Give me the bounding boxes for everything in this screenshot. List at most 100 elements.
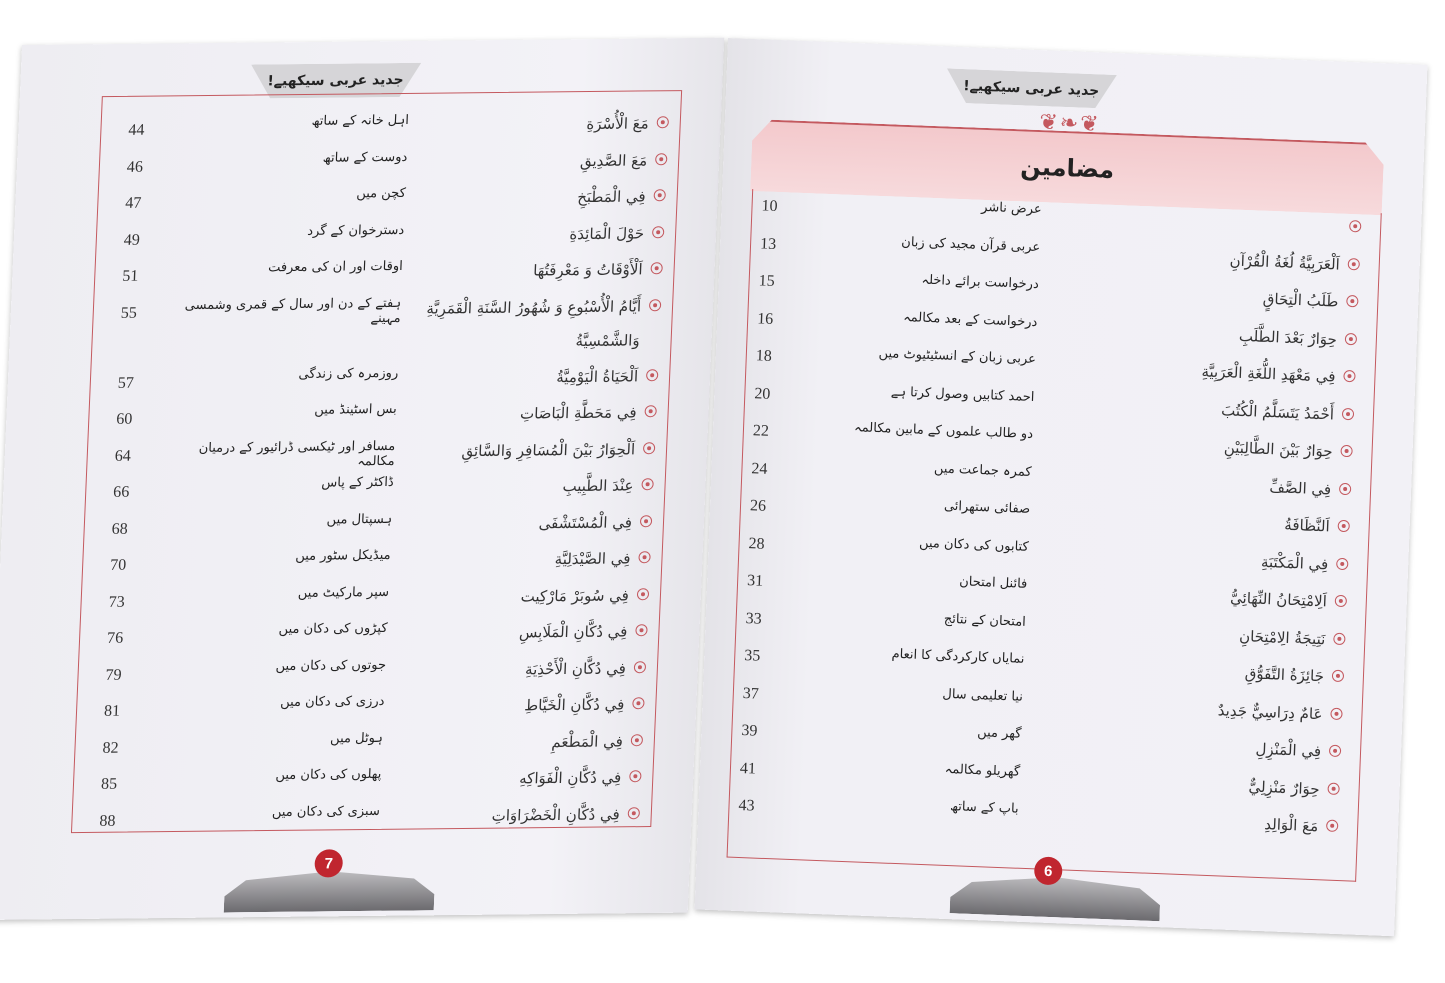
bullet-icon (653, 189, 666, 202)
bullet-icon (642, 441, 656, 454)
entry-urdu-title: کپڑوں کی دکان میں (278, 620, 388, 638)
entry-page-number: 66 (112, 483, 130, 501)
entry-page-number: 76 (106, 629, 124, 647)
toc-entry: 55 ہفتے کے دن اور سال کے قمری وشمسی مہینے… (119, 289, 662, 365)
toc-entry: 70 میڈیکل سٹور میں فِي الصَّيْدَلِيَّةِ (109, 541, 651, 583)
toc-entry: 64 مسافر اور ٹیکسی ڈرائیور کے درمیان مکال… (114, 432, 656, 474)
entry-arabic: فِي سُوبَرْ مَارْكِيت (388, 578, 650, 615)
toc-entry: 47 کچن میں فِي الْمَطْبَخِ (125, 179, 667, 221)
entry-page-number: 43 (738, 796, 755, 815)
entry-urdu-title: ڈاکٹر کے پاس (321, 474, 394, 491)
entry-page-number: 26 (749, 497, 767, 515)
entry-arabic-title: عِنْدَ الطَّبِيبِ (562, 476, 634, 496)
bullet-icon (629, 770, 642, 783)
entry-arabic: فِي دُكَّانِ الْفَوَاكِهِ (380, 760, 642, 797)
entry-page-number: 47 (125, 194, 142, 212)
entry-arabic-title: فِي دُكَّانِ الْأَحْذِيَةِ (524, 658, 627, 678)
bullet-icon (645, 368, 659, 381)
entry-page-number: 24 (751, 459, 768, 478)
bullet-icon (656, 116, 670, 129)
toc-entry: 88 سبزی کی دکان میں فِي دُكَّانِ الْخَضْرَ… (99, 797, 641, 839)
entry-arabic: حَوْلَ الْمَائِدَةِ (403, 216, 665, 253)
entry-arabic-title (1341, 210, 1342, 232)
entry-page-number: 70 (109, 556, 127, 574)
entry-page-number: 57 (117, 374, 135, 392)
entry-urdu-title: جوتوں کی دکان میں (275, 657, 387, 674)
entry-page-number: 68 (111, 520, 129, 538)
toc-entry: 51 اوقات اور ان کی معرفت اَلْأَوْقَاتُ وَ … (122, 252, 664, 294)
entry-arabic-title: فِي الْمَطْبَخِ (576, 187, 647, 207)
entry-urdu-title: ہفتے کے دن اور سال کے قمری وشمسی مہینے (184, 295, 402, 326)
entry-page-number: 39 (741, 722, 758, 740)
entry-page-number: 44 (128, 121, 145, 139)
bullet-icon (1337, 519, 1350, 533)
entry-page-number: 22 (752, 422, 770, 440)
entry-urdu-title: پھلوں کی دکان میں (275, 766, 382, 783)
entry-arabic: مَعَ الصَّدِيقِ (406, 143, 668, 180)
toc-entry: 73 سپر مارکیٹ میں فِي سُوبَرْ مَارْكِيت (108, 578, 650, 620)
entry-arabic-title: فِي مَحَطَّةِ الْبَاصَاتِ (519, 403, 638, 423)
entry-urdu-title: بس اسٹینڈ میں (314, 401, 398, 418)
entry-arabic-title: نَتِيجَةُ الِامْتِحَانِ (1238, 626, 1326, 648)
bullet-icon (627, 806, 641, 819)
entry-arabic-title: فِي الْمَكْتَبَةِ (1260, 552, 1329, 573)
header-ribbon: جدید عربی سیکھیے! (946, 68, 1117, 109)
toc-entry: 81 درزی کی دکان میں فِي دُكَّانِ الْخَيَّا… (103, 687, 645, 729)
entry-arabic-title: فِي الْمَنْزِلِ (1255, 739, 1322, 761)
entry-urdu-title: سپر مارکیٹ میں (297, 584, 390, 601)
toc-entry: 79 جوتوں کی دکان میں فِي دُكَّانِ الْأَحْذ… (105, 651, 647, 693)
toc-entry: 82 ہوٹل میں فِي الْمَطْعَمِ (102, 724, 644, 766)
bullet-icon (1325, 819, 1339, 833)
entry-arabic-title: اَلْأَوْقَاتُ وَ مَعْرِفَتُهَا (532, 260, 644, 280)
entry-arabic-title: فِي الصَّفِّ (1269, 477, 1332, 498)
entry-arabic: اَلْحَيَاةُ الْيَوْمِيَّةُ (397, 359, 659, 396)
entry-arabic-title: مَعَ الْأُسْرَةِ (586, 114, 650, 134)
entry-page-number: 81 (103, 702, 121, 720)
entry-arabic-title: فِي الْمُسْتَشْفَى (538, 512, 633, 532)
entry-urdu-title: میڈیکل سٹور میں (295, 547, 391, 564)
entry-page-number: 51 (121, 267, 139, 285)
entry-arabic-title: اَلْحَيَاةُ الْيَوْمِيَّةُ (555, 366, 639, 386)
entry-urdu-title: روزمرہ کی زندگی (298, 365, 399, 382)
entry-urdu-title: دسترخوان کے گرد (306, 222, 405, 239)
entry-page-number: 60 (115, 410, 133, 428)
entry-page-number: 33 (745, 609, 763, 628)
bullet-icon (1327, 782, 1340, 795)
toc-entry: 57 روزمرہ کی زندگی اَلْحَيَاةُ الْيَوْمِيَ… (117, 359, 659, 401)
entry-arabic-title: حِوَارٌ بَيْنَ الطَّالِبَيْنِ (1223, 438, 1333, 461)
bullet-icon (638, 551, 651, 564)
entry-page-number: 13 (759, 234, 777, 253)
toc-entry: 49 دسترخوان کے گرد حَوْلَ الْمَائِدَةِ (123, 216, 665, 258)
bullet-icon (641, 478, 654, 491)
bullet-icon (630, 733, 644, 746)
bullet-icon (1349, 219, 1362, 233)
contents-list: 44 اہل خانہ کے ساتھ مَعَ الْأُسْرَةِ 46 دوست… (99, 106, 670, 839)
entry-urdu-title: سبزی کی دکان میں (271, 803, 381, 820)
entry-page-number: 20 (754, 384, 771, 403)
entry-arabic-title: أَحْمَدُ يَتَسَلَّمُ الْكُتُبَ (1220, 400, 1335, 424)
entry-arabic-title: حِوَارٌ مَنْزِلِيٌّ (1248, 777, 1320, 798)
entry-arabic: فِي دُكَّانِ الْخَيَّاطِ (384, 687, 646, 724)
contents-title: مضامین (1019, 152, 1115, 184)
entry-arabic: فِي الصَّيْدَلِيَّةِ (390, 541, 652, 578)
entry-arabic-title: اَلْحِوَارُ بَيْنَ الْمُسَافِرِ وَالسَّا… (461, 439, 636, 460)
bullet-icon (655, 152, 668, 165)
bullet-icon (636, 587, 650, 600)
entry-page-number: 49 (123, 231, 141, 249)
entry-page-number: 10 (761, 197, 778, 216)
bullet-icon (1347, 257, 1361, 270)
toc-entry: 76 کپڑوں کی دکان میں فِي دُكَّانِ الْمَلَا… (106, 614, 648, 656)
bullet-icon (635, 624, 648, 637)
entry-arabic: أَيَّامُ الْأُسْبُوعِ وَ شُهُورُ السَّنَ… (399, 289, 662, 360)
bullet-icon (1338, 482, 1352, 495)
entry-arabic-title: طَلَبُ الْتِحَاقٍ (1262, 289, 1339, 311)
toc-entry: 85 پھلوں کی دکان میں فِي دُكَّانِ الْفَوَا… (100, 760, 642, 802)
entry-arabic: فِي الْمَطْعَمِ (382, 724, 644, 761)
entry-page-number: 88 (99, 812, 116, 830)
bullet-icon (632, 697, 645, 710)
bullet-icon (1343, 369, 1356, 383)
toc-entry: 68 ہسپتال میں فِي الْمُسْتَشْفَى (111, 505, 653, 547)
bullet-icon (639, 514, 653, 527)
entry-page-number: 16 (756, 309, 774, 328)
bullet-icon (1333, 632, 1346, 645)
